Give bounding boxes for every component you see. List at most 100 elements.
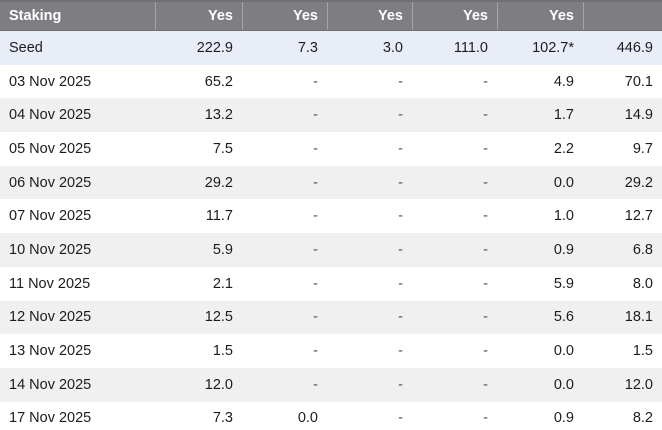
row-value: 222.9 bbox=[196, 39, 233, 56]
row-value: - bbox=[313, 107, 318, 124]
row-value: 0.0 bbox=[553, 174, 574, 191]
row-value: 5.9 bbox=[212, 241, 233, 258]
row-label: 14 Nov 2025 bbox=[9, 376, 92, 393]
row-value: - bbox=[398, 107, 403, 124]
row-value: 446.9 bbox=[616, 39, 653, 56]
header-col-yes-2: Yes bbox=[242, 2, 327, 30]
row-value: - bbox=[313, 343, 318, 360]
row-value: - bbox=[398, 376, 403, 393]
row-value: - bbox=[398, 241, 403, 258]
row-value: 0.0 bbox=[297, 410, 318, 427]
row-value: 102.7* bbox=[532, 39, 574, 56]
row-value: - bbox=[483, 376, 488, 393]
row-value: 12.7 bbox=[624, 208, 653, 225]
row-value: 1.0 bbox=[553, 208, 574, 225]
row-value: 65.2 bbox=[204, 73, 233, 90]
table-row-06-nov-2025: 06 Nov 2025 29.2 - - - 0.0 29.2 bbox=[0, 165, 662, 200]
row-value: 2.2 bbox=[553, 140, 574, 157]
row-value: - bbox=[483, 241, 488, 258]
row-value: 1.5 bbox=[632, 343, 653, 360]
row-value: - bbox=[483, 208, 488, 225]
row-value: 0.9 bbox=[553, 410, 574, 427]
row-value: - bbox=[313, 309, 318, 326]
row-value: 70.1 bbox=[624, 73, 653, 90]
row-value: - bbox=[313, 174, 318, 191]
row-value: - bbox=[313, 140, 318, 157]
row-value: 0.0 bbox=[553, 376, 574, 393]
row-value: - bbox=[483, 343, 488, 360]
row-value: - bbox=[483, 140, 488, 157]
row-value: - bbox=[313, 241, 318, 258]
row-value: 14.9 bbox=[624, 107, 653, 124]
row-value: 29.2 bbox=[204, 174, 233, 191]
row-value: - bbox=[398, 410, 403, 427]
row-label: 13 Nov 2025 bbox=[9, 343, 92, 360]
header-col-yes-4: Yes bbox=[412, 2, 497, 30]
row-value: 7.3 bbox=[212, 410, 233, 427]
row-label: 11 Nov 2025 bbox=[9, 275, 91, 292]
header-col-yes-3: Yes bbox=[327, 2, 412, 30]
row-label: 12 Nov 2025 bbox=[9, 309, 92, 326]
row-value: - bbox=[483, 275, 488, 292]
row-value: 0.9 bbox=[553, 241, 574, 258]
row-value: 1.7 bbox=[553, 107, 574, 124]
row-value: - bbox=[398, 73, 403, 90]
row-value: 12.0 bbox=[204, 376, 233, 393]
row-value: - bbox=[313, 73, 318, 90]
row-value: - bbox=[398, 275, 403, 292]
row-label: 07 Nov 2025 bbox=[9, 208, 92, 225]
table-row-07-nov-2025: 07 Nov 2025 11.7 - - - 1.0 12.7 bbox=[0, 199, 662, 234]
table-row-17-nov-2025: 17 Nov 2025 7.3 0.0 - - 0.9 8.2 bbox=[0, 401, 662, 430]
row-value: - bbox=[313, 376, 318, 393]
row-label: 03 Nov 2025 bbox=[9, 73, 92, 90]
row-value: 18.1 bbox=[624, 309, 653, 326]
row-value: 1.5 bbox=[212, 343, 233, 360]
row-value: 6.8 bbox=[632, 241, 653, 258]
header-col-yes-1: Yes bbox=[155, 2, 242, 30]
row-value: - bbox=[483, 73, 488, 90]
header-cell-empty bbox=[583, 2, 662, 30]
row-value: 3.0 bbox=[382, 39, 403, 56]
row-value: 8.0 bbox=[632, 275, 653, 292]
row-value: 9.7 bbox=[632, 140, 653, 157]
table-row-seed: Seed 222.9 7.3 3.0 111.0 102.7* 446.9 bbox=[0, 31, 662, 65]
row-value: 12.5 bbox=[204, 309, 233, 326]
row-label: 04 Nov 2025 bbox=[9, 107, 92, 124]
row-label: 06 Nov 2025 bbox=[9, 174, 92, 191]
row-value: - bbox=[398, 174, 403, 191]
table-body: Seed 222.9 7.3 3.0 111.0 102.7* 446.9 03 Nov 20… bbox=[0, 31, 662, 430]
row-value: 2.1 bbox=[212, 275, 233, 292]
table-row-05-nov-2025: 05 Nov 2025 7.5 - - - 2.2 9.7 bbox=[0, 132, 662, 166]
row-value: 29.2 bbox=[624, 174, 653, 191]
row-value: 13.2 bbox=[204, 107, 233, 124]
row-value: 8.2 bbox=[632, 410, 653, 427]
row-value: - bbox=[398, 208, 403, 225]
row-label: 10 Nov 2025 bbox=[9, 241, 92, 258]
row-value: - bbox=[483, 309, 488, 326]
table-row-10-nov-2025: 10 Nov 2025 5.9 - - - 0.9 6.8 bbox=[0, 233, 662, 267]
row-value: 7.5 bbox=[212, 140, 233, 157]
table-row-03-nov-2025: 03 Nov 2025 65.2 - - - 4.9 70.1 bbox=[0, 64, 662, 99]
row-value: 11.7 bbox=[205, 208, 233, 225]
header-cell-staking: Staking bbox=[9, 8, 62, 24]
row-value: - bbox=[483, 174, 488, 191]
row-value: 111.0 bbox=[453, 39, 488, 56]
row-value: 5.6 bbox=[553, 309, 574, 326]
row-value: 7.3 bbox=[297, 39, 318, 56]
row-value: - bbox=[398, 343, 403, 360]
header-col-yes-5: Yes bbox=[497, 2, 583, 30]
table-row-13-nov-2025: 13 Nov 2025 1.5 - - - 0.0 1.5 bbox=[0, 334, 662, 368]
row-value: 5.9 bbox=[553, 275, 574, 292]
row-value: 4.9 bbox=[553, 73, 574, 90]
row-value: - bbox=[313, 275, 318, 292]
row-value: - bbox=[398, 309, 403, 326]
row-value: 12.0 bbox=[624, 376, 653, 393]
table-row-12-nov-2025: 12 Nov 2025 12.5 - - - 5.6 18.1 bbox=[0, 300, 662, 335]
row-value: 0.0 bbox=[553, 343, 574, 360]
row-label: 05 Nov 2025 bbox=[9, 140, 92, 157]
table-row-11-nov-2025: 11 Nov 2025 2.1 - - - 5.9 8.0 bbox=[0, 266, 662, 301]
row-value: - bbox=[483, 410, 488, 427]
row-value: - bbox=[483, 107, 488, 124]
table-row-14-nov-2025: 14 Nov 2025 12.0 - - - 0.0 12.0 bbox=[0, 367, 662, 402]
